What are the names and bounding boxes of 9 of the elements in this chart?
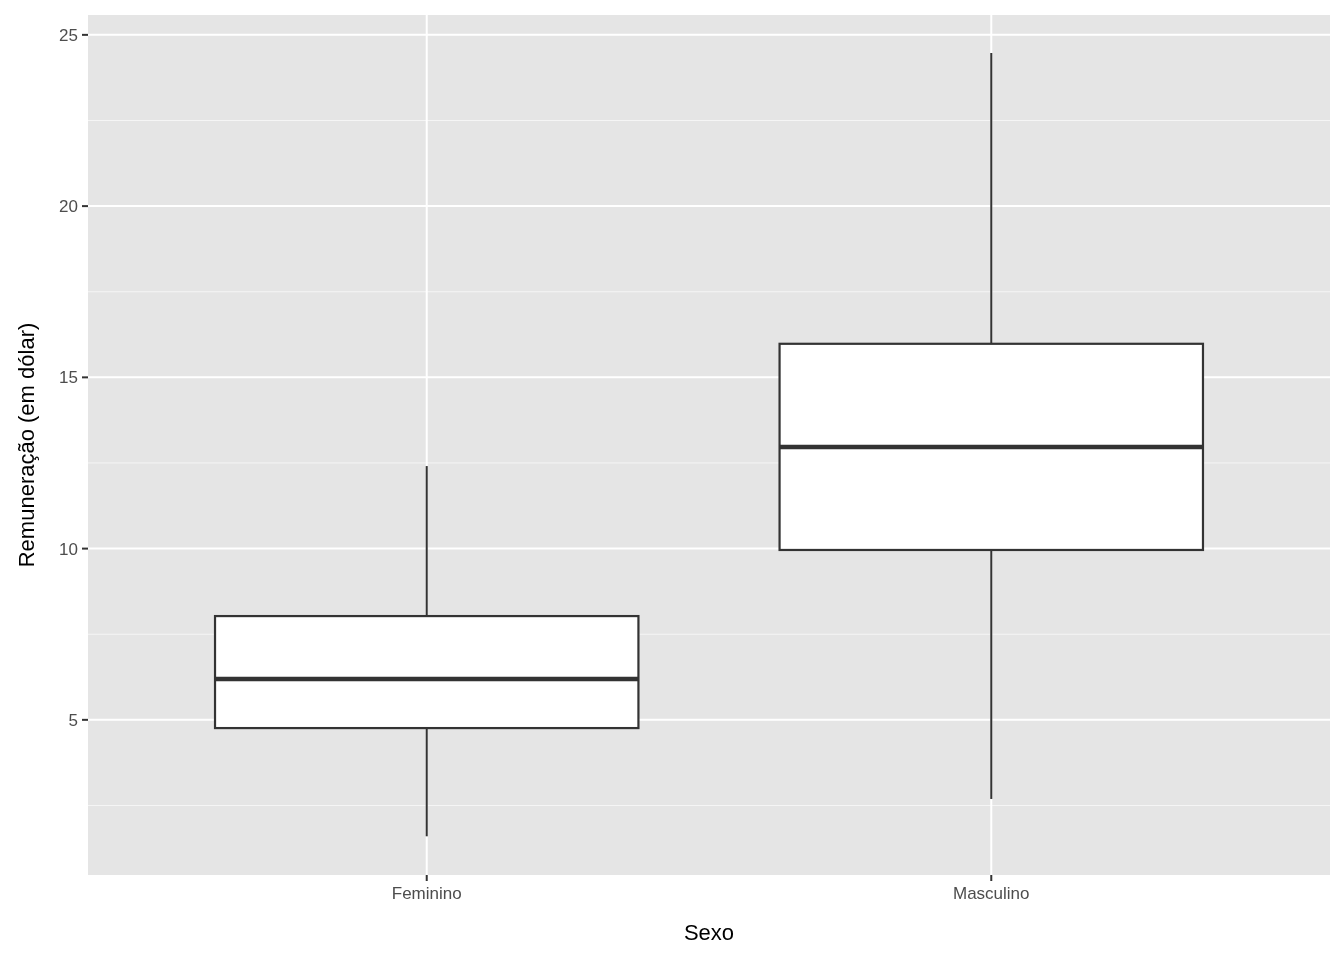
y-tick-label: 15 [59,368,78,388]
y-tick-label: 20 [59,197,78,217]
y-tick-label: 25 [59,25,78,45]
y-tick-label: 10 [59,539,78,559]
y-axis-title: Remuneração (em dólar) [14,322,39,568]
y-tick-label: 5 [68,710,78,730]
x-tick-label: Masculino [953,884,1030,903]
x-axis-title: Sexo [683,920,735,945]
x-tick-label: Feminino [391,884,462,903]
